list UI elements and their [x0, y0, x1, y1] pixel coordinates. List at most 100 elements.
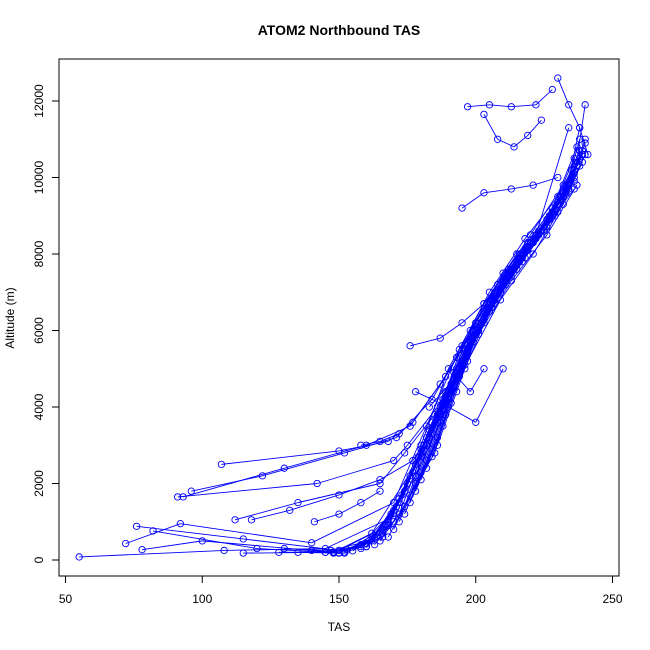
data-point [411, 388, 420, 396]
series-segment [478, 280, 504, 331]
data-point [286, 506, 294, 514]
data-point [417, 476, 425, 484]
data-point [187, 487, 195, 495]
data-point [406, 342, 414, 350]
data-point [335, 549, 343, 557]
data-point [452, 372, 461, 381]
data-point [573, 181, 581, 189]
series-segment [297, 483, 381, 504]
data-point [507, 103, 515, 111]
series-layer [75, 74, 592, 561]
y-tick-label: 6000 [32, 317, 46, 344]
data-point [532, 231, 540, 239]
data-point [472, 418, 480, 426]
x-tick-label: 250 [602, 592, 622, 606]
data-point [474, 326, 483, 335]
data-point [411, 460, 420, 469]
series-segment [311, 502, 394, 544]
series-segment [420, 399, 447, 457]
data-point [425, 403, 433, 411]
data-point [581, 101, 589, 109]
series-segment [338, 502, 362, 515]
data-point [400, 510, 409, 518]
series-segment [412, 376, 447, 423]
data-point [280, 464, 288, 472]
data-point [310, 518, 319, 526]
series-segment [387, 421, 414, 442]
series-segment [398, 471, 422, 522]
series-segment [177, 483, 318, 498]
data-point [458, 319, 466, 327]
series-segment [437, 391, 458, 446]
data-point [313, 479, 321, 488]
data-point [548, 85, 556, 94]
series-segment [535, 89, 553, 106]
data-point [390, 525, 398, 534]
data-point [584, 150, 592, 159]
series-segment [284, 444, 367, 469]
data-point [231, 516, 239, 524]
x-tick-label: 150 [329, 592, 349, 606]
data-point [176, 520, 185, 528]
series-segment [431, 368, 458, 423]
data-point [395, 518, 403, 526]
series-segment [404, 414, 436, 454]
data-point [409, 418, 417, 426]
series-segment [346, 529, 383, 551]
data-point [529, 181, 537, 189]
series-segment [456, 330, 479, 392]
data-point [442, 372, 450, 381]
data-point [406, 498, 414, 507]
series-segment [136, 525, 244, 540]
x-tick-label: 200 [466, 592, 486, 606]
series-41 [357, 430, 403, 449]
series-segment [499, 253, 534, 301]
data-point [220, 546, 228, 555]
data-point [307, 539, 316, 547]
data-point [349, 547, 357, 555]
series-36 [458, 173, 562, 212]
series-segment [510, 234, 548, 282]
x-tick-label: 50 [59, 592, 73, 606]
data-point [335, 491, 343, 499]
series-35 [406, 192, 565, 350]
y-tick-label: 10000 [32, 160, 46, 194]
series-segment [431, 387, 455, 450]
series-segment [415, 391, 449, 408]
data-point [554, 173, 562, 182]
data-point [576, 124, 584, 132]
series-segment [469, 368, 485, 392]
series-42 [310, 487, 384, 526]
series-segment [428, 376, 457, 408]
series-segment [445, 353, 468, 415]
series-segment [467, 104, 490, 108]
series-segment [461, 303, 485, 324]
series-segment [360, 525, 389, 549]
series-segment [489, 104, 512, 108]
data-point [376, 479, 384, 488]
data-point [554, 74, 562, 82]
data-point [452, 388, 461, 396]
data-point [504, 265, 513, 273]
data-point [321, 548, 329, 556]
series-37 [463, 85, 556, 111]
data-point [376, 476, 384, 484]
data-point [357, 498, 365, 507]
series-segment [371, 464, 416, 534]
data-point [480, 315, 488, 323]
series-segment [251, 509, 290, 521]
data-point [526, 238, 535, 247]
data-point [329, 549, 338, 557]
data-point [458, 204, 466, 212]
series-segment [535, 127, 570, 236]
data-point [370, 541, 379, 549]
series-segment [191, 475, 263, 492]
data-point [362, 542, 370, 551]
data-point [543, 231, 551, 239]
series-segment [338, 479, 381, 496]
data-point [384, 533, 392, 541]
data-point [452, 353, 461, 361]
series-segment [79, 549, 225, 558]
series-segment [297, 551, 340, 554]
